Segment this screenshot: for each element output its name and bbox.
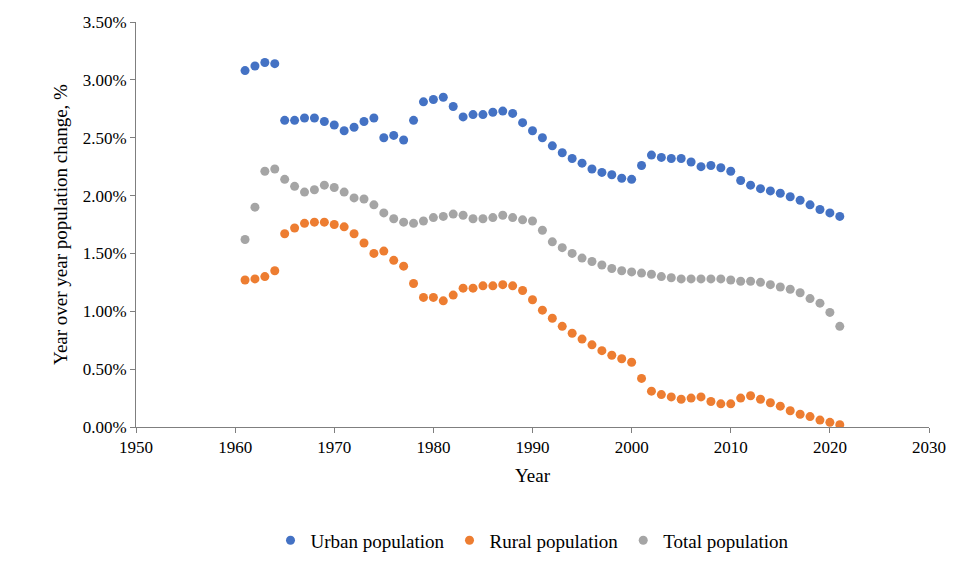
svg-text:0.00%: 0.00% bbox=[83, 418, 127, 437]
svg-text:Year: Year bbox=[515, 465, 551, 486]
svg-text:1950: 1950 bbox=[119, 438, 153, 457]
svg-text:1980: 1980 bbox=[416, 438, 450, 457]
svg-text:2.50%: 2.50% bbox=[83, 129, 127, 148]
svg-text:0.50%: 0.50% bbox=[83, 360, 127, 379]
svg-text:1.00%: 1.00% bbox=[83, 302, 127, 321]
svg-text:1970: 1970 bbox=[317, 438, 351, 457]
svg-text:1990: 1990 bbox=[516, 438, 550, 457]
svg-text:3.50%: 3.50% bbox=[83, 13, 127, 32]
svg-text:2000: 2000 bbox=[615, 438, 649, 457]
svg-text:Year over year population chan: Year over year population change, % bbox=[50, 84, 71, 365]
svg-text:1960: 1960 bbox=[218, 438, 252, 457]
svg-text:1.50%: 1.50% bbox=[83, 244, 127, 263]
svg-text:2030: 2030 bbox=[912, 438, 946, 457]
svg-text:Urban population: Urban population bbox=[311, 531, 445, 552]
svg-text:Rural population: Rural population bbox=[490, 531, 619, 552]
svg-text:Total population: Total population bbox=[663, 531, 788, 552]
svg-text:2020: 2020 bbox=[813, 438, 847, 457]
svg-text:2010: 2010 bbox=[714, 438, 748, 457]
svg-text:2.00%: 2.00% bbox=[83, 187, 127, 206]
svg-text:3.00%: 3.00% bbox=[83, 71, 127, 90]
